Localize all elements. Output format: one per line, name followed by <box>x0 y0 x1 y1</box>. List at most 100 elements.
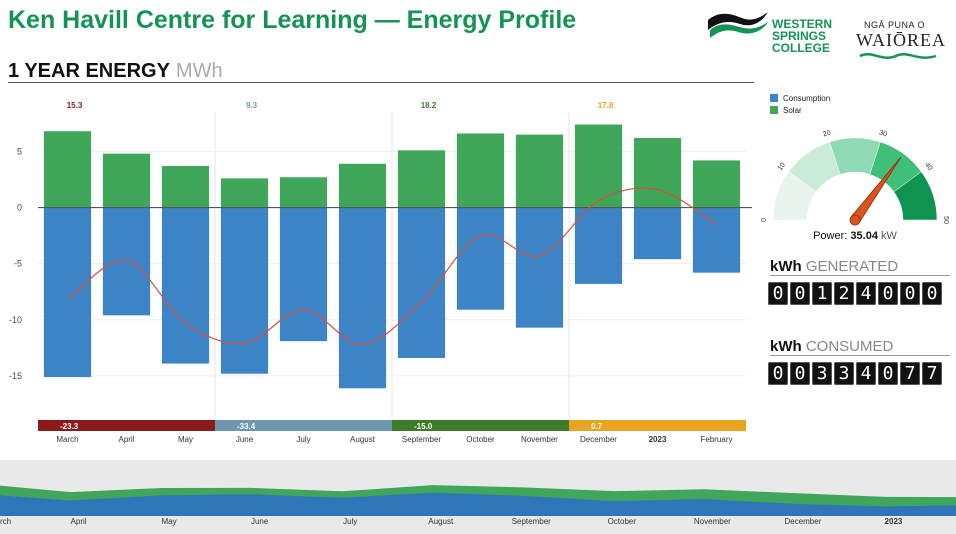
x-tick-label: May <box>178 435 193 444</box>
solar-bar <box>633 137 682 208</box>
consumed-unit: kWh <box>770 338 802 355</box>
x-tick-label: July <box>296 435 310 444</box>
legend-item-solar[interactable]: Solar <box>770 104 830 116</box>
consumed-digit: 0 <box>878 362 898 385</box>
consumed-digit: 4 <box>856 362 876 385</box>
solar-bar <box>102 153 151 208</box>
x-tick-label: April <box>118 435 134 444</box>
overview-tick-label: May <box>162 517 177 526</box>
consumption-bar <box>692 207 741 273</box>
legend-swatch-solar <box>770 106 778 114</box>
y-tick-label: 5 <box>17 146 22 156</box>
consumed-digit: 0 <box>768 362 788 385</box>
overview-tick-label: July <box>343 517 357 526</box>
x-tick-label: September <box>402 435 441 444</box>
overview-consumption-area <box>0 492 956 516</box>
energy-bar-chart: 5 0 -5 -10 -15 15.3 -23.3 9.3 -33.4 18.2 -15.0 17.8… <box>9 101 752 444</box>
gauge-tick-label: 10 <box>777 162 787 173</box>
generated-digit: 0 <box>768 282 788 305</box>
page-title: Ken Havill Centre for Learning — Energy … <box>8 6 577 34</box>
consumption-bar <box>515 207 564 328</box>
generated-digit: 2 <box>834 282 854 305</box>
season-net-band <box>215 420 392 431</box>
section-header: 1 YEAR ENERGY MWh <box>8 60 754 83</box>
overview-tick-label: 2023 <box>885 517 903 526</box>
consumption-bar <box>161 207 210 364</box>
y-tick-label: 0 <box>17 203 22 213</box>
power-unit: kW <box>881 230 897 242</box>
season-total-label: 18.2 <box>421 101 437 110</box>
generated-digit: 0 <box>790 282 810 305</box>
generated-digit: 1 <box>812 282 832 305</box>
logo-word-1: WESTERN <box>772 17 832 31</box>
overview-tick-label: December <box>784 517 821 526</box>
wave-ornament-icon <box>859 53 937 59</box>
season-total-label: 9.3 <box>246 101 258 110</box>
legend-item-consumption[interactable]: Consumption <box>770 92 830 104</box>
gauge-tick-label: 50 <box>942 216 949 224</box>
generated-digit: 0 <box>900 282 920 305</box>
consumed-digit: 0 <box>790 362 810 385</box>
solar-bar <box>220 178 269 208</box>
consumed-counter: 0 0 3 3 4 0 7 7 <box>768 362 942 385</box>
season-net-label: -15.0 <box>414 422 433 431</box>
solar-bar <box>574 124 623 208</box>
season-net-band <box>569 420 746 431</box>
consumption-bar <box>338 207 387 389</box>
legend-swatch-consumption <box>770 94 778 102</box>
season-total-label: 15.3 <box>67 101 83 110</box>
generated-digit: 0 <box>878 282 898 305</box>
section-title: 1 YEAR ENERGY <box>8 60 170 82</box>
solar-bar <box>161 166 210 208</box>
section-unit: MWh <box>175 60 223 82</box>
x-tick-label: December <box>580 435 617 444</box>
solar-bar <box>338 163 387 208</box>
generated-counter: 0 0 1 2 4 0 0 0 <box>768 282 942 305</box>
x-tick-label: October <box>466 435 495 444</box>
waiorea-name: WAIŌREA <box>856 30 946 50</box>
legend-label-consumption: Consumption <box>783 93 831 103</box>
x-tick-label: 2023 <box>649 435 667 444</box>
gauge-hub <box>849 214 861 226</box>
gauge-tick-label: 20 <box>822 129 832 138</box>
power-label: Power: <box>813 230 848 242</box>
legend-label-solar: Solar <box>783 105 802 115</box>
gauge-tick-label: 30 <box>878 129 888 138</box>
waiorea-subtitle: NGĀ PUNA O <box>864 20 926 30</box>
generated-unit: kWh <box>770 258 802 275</box>
x-tick-label: August <box>350 435 376 444</box>
y-tick-label: -10 <box>9 315 22 325</box>
y-tick-label: -5 <box>14 259 22 269</box>
overview-tick-label: September <box>512 517 551 526</box>
y-tick-label: -15 <box>9 371 22 381</box>
waiorea-logo: NGĀ PUNA O WAIŌREA <box>852 20 948 60</box>
consumption-bar <box>456 207 505 310</box>
overview-tick-label: rch <box>0 517 11 526</box>
x-tick-label: March <box>56 435 78 444</box>
season-net-label: -33.4 <box>237 422 256 431</box>
consumption-bar <box>102 207 151 316</box>
overview-tick-label: April <box>71 517 87 526</box>
power-readout: Power: 35.04 kW <box>780 230 930 242</box>
x-tick-label: June <box>236 435 254 444</box>
consumption-bar <box>43 207 92 378</box>
consumed-digit: 3 <box>834 362 854 385</box>
generated-label: GENERATED <box>805 258 899 275</box>
logo-word-2: SPRINGS <box>772 29 827 43</box>
solar-bar <box>43 131 92 208</box>
wave-logo-icon <box>708 12 768 38</box>
overview-tick-label: June <box>251 517 269 526</box>
solar-bar <box>397 150 446 208</box>
consumption-bar <box>279 207 328 342</box>
season-net-label: 0.7 <box>591 422 603 431</box>
generated-title: kWh GENERATED <box>770 258 950 276</box>
gauge-tick-label: 0 <box>761 218 768 222</box>
overview-tick-label: August <box>428 517 454 526</box>
consumption-bar <box>220 207 269 374</box>
timeline-overview[interactable]: rch April May June July August September Octobe… <box>0 460 956 534</box>
solar-bar <box>692 160 741 208</box>
overview-tick-label: November <box>694 517 731 526</box>
overview-tick-label: October <box>608 517 637 526</box>
consumed-digit: 7 <box>922 362 942 385</box>
western-springs-college-logo: WESTERN SPRINGS COLLEGE <box>706 8 836 62</box>
